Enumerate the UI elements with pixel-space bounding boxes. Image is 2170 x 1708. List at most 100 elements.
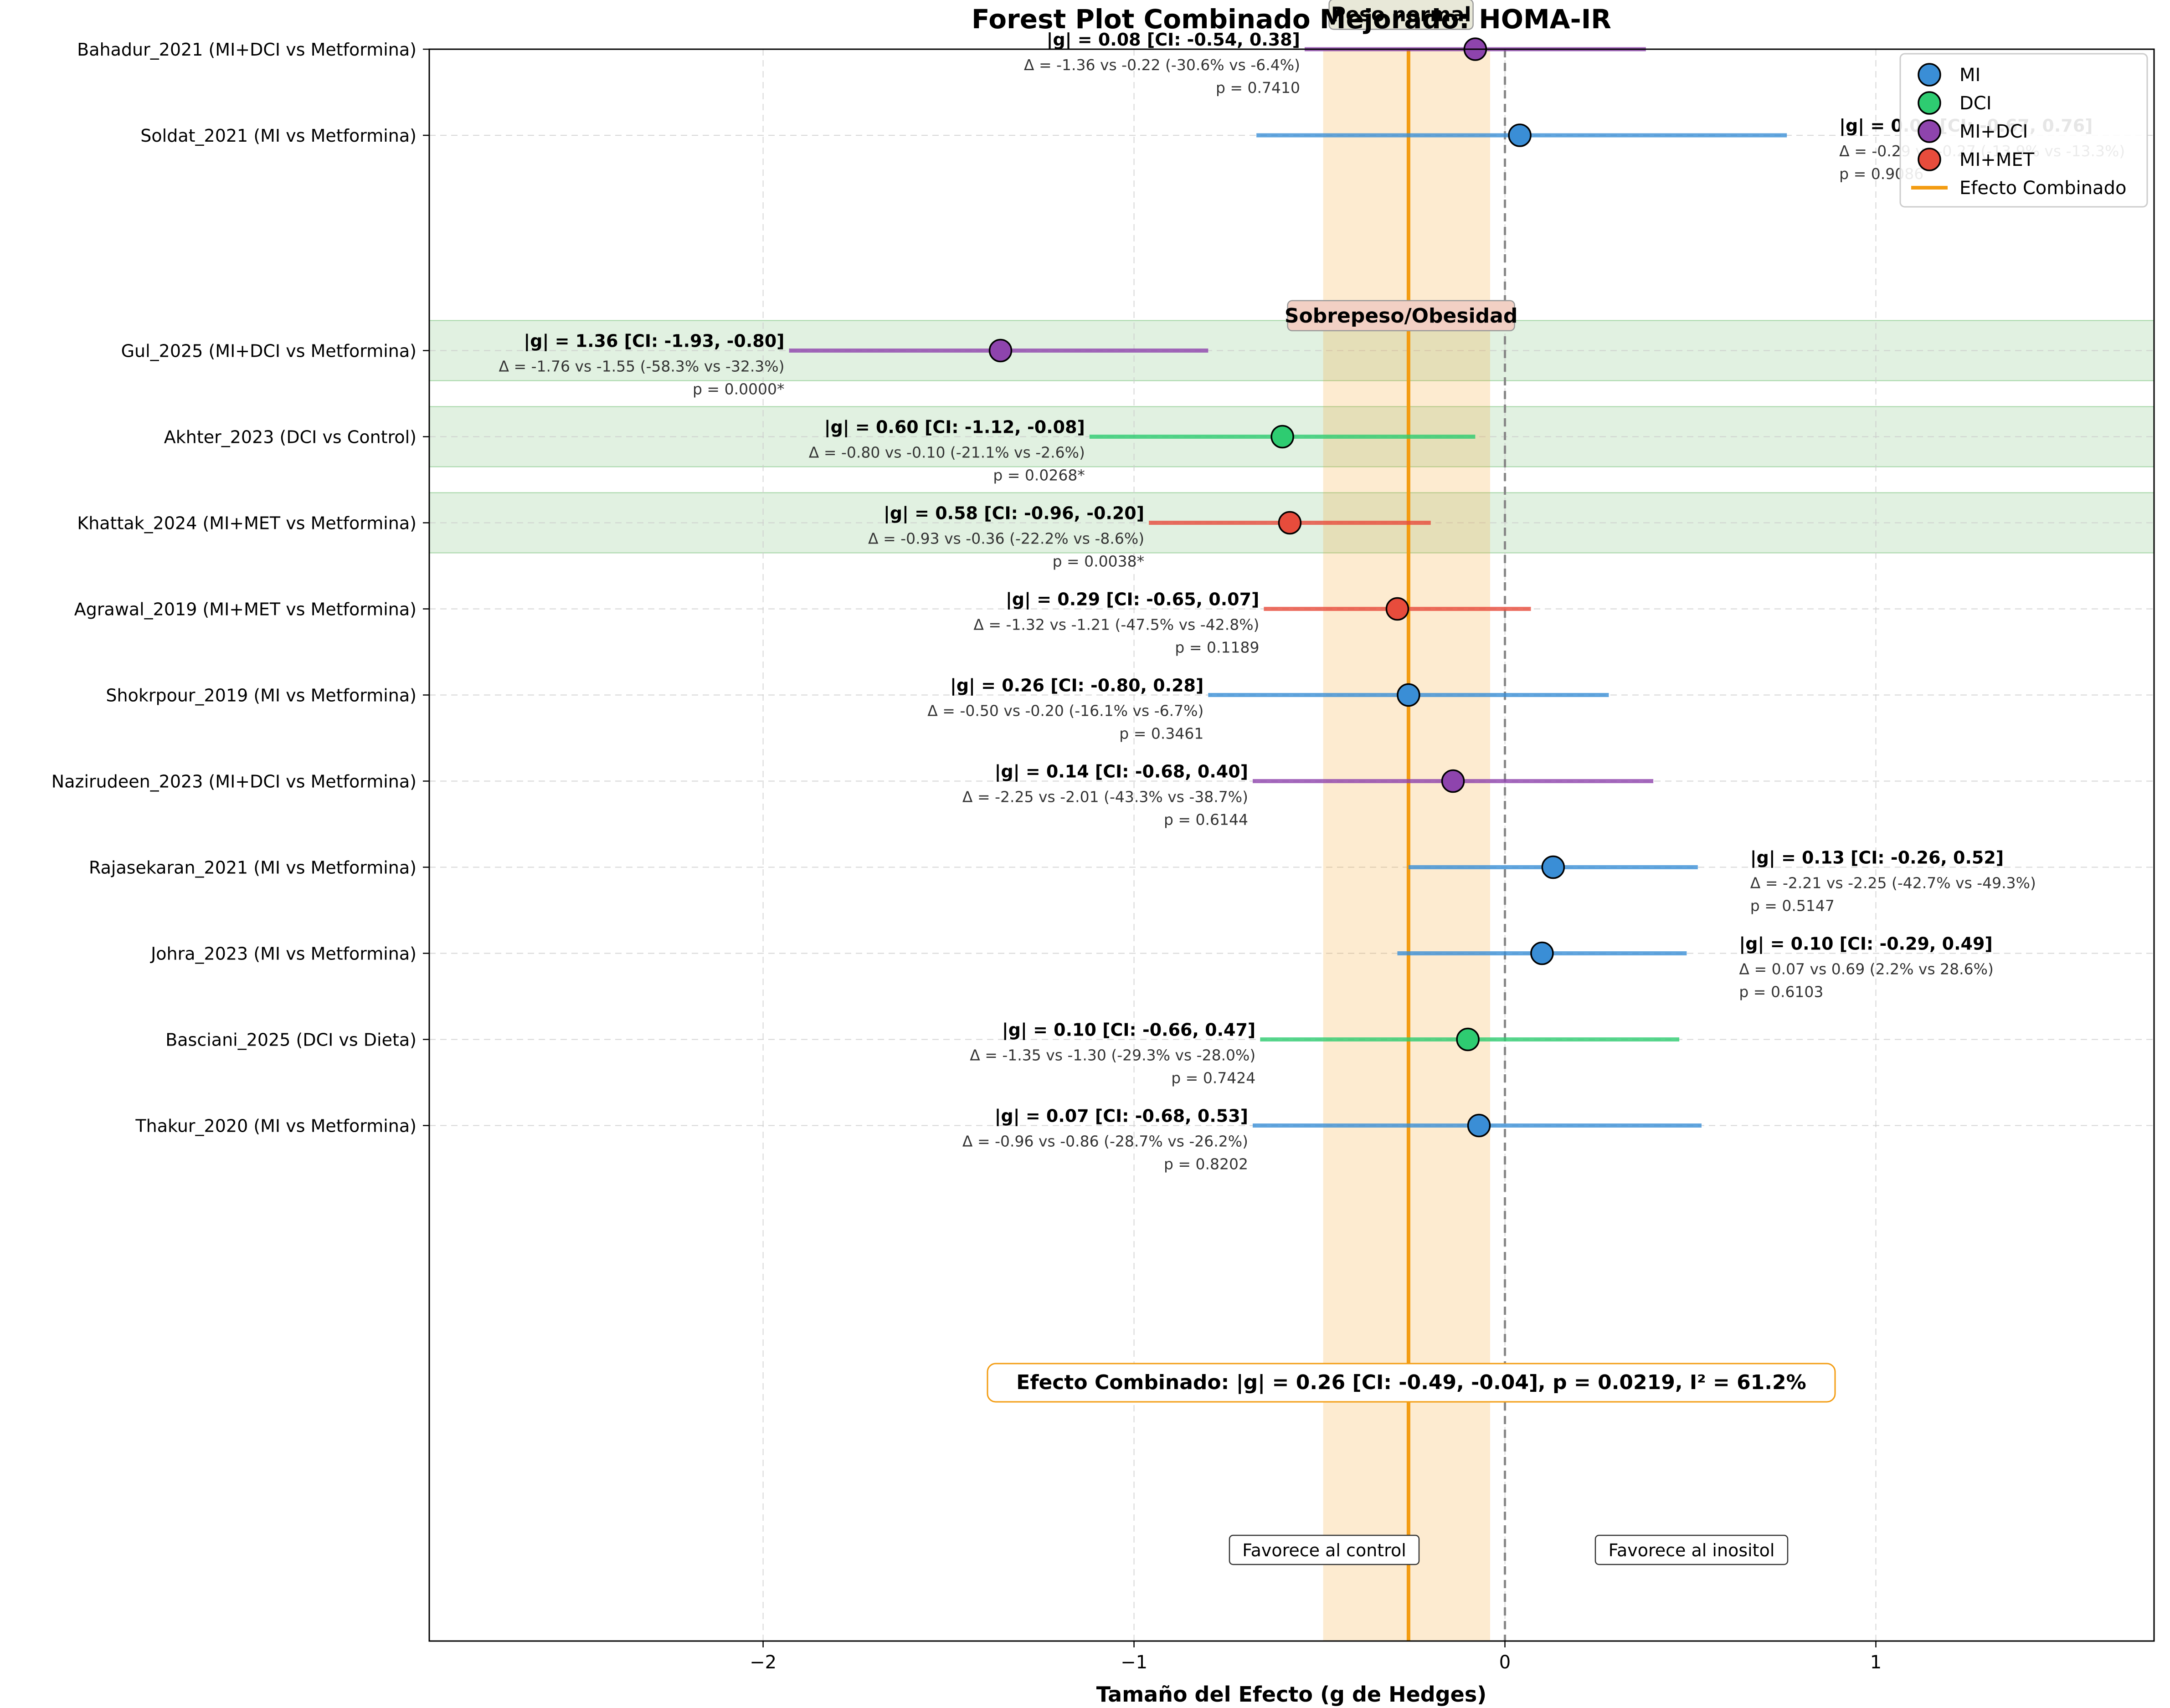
effect-label: |g| = 0.26 [CI: -0.80, 0.28] xyxy=(950,676,1203,696)
legend-label: Efecto Combinado xyxy=(1959,178,2126,199)
y-tick-label: Agrawal_2019 (MI+MET vs Metformina) xyxy=(74,600,417,620)
effect-label: |g| = 0.07 [CI: -0.68, 0.53] xyxy=(995,1106,1248,1127)
p-value-label: p = 0.7410 xyxy=(1216,79,1300,97)
study-row: Shokrpour_2019 (MI vs Metformina) |g| = 0… xyxy=(106,676,1609,743)
axes: −2 −1 0 1 xyxy=(428,48,2155,1673)
legend: MI DCI MI+DCI MI+MET Efecto Combinado xyxy=(1899,53,2148,208)
effect-point xyxy=(1508,123,1532,147)
p-value-label: p = 0.8202 xyxy=(1164,1155,1248,1173)
legend-label: MI+DCI xyxy=(1959,121,2028,142)
y-tick-label: Khattak_2024 (MI+MET vs Metformina) xyxy=(77,513,417,533)
legend-item: MI+MET xyxy=(1918,148,2035,171)
p-value-label: p = 0.1189 xyxy=(1175,639,1259,657)
combined-effect-label: Efecto Combinado: |g| = 0.26 [CI: -0.49,… xyxy=(1016,1371,1806,1394)
delta-label: Δ = 0.07 vs 0.69 (2.2% vs 28.6%) xyxy=(1739,960,1993,978)
legend-label: MI xyxy=(1959,65,1980,86)
p-value-label: p = 0.0268* xyxy=(993,467,1085,484)
study-row: Soldat_2021 (MI vs Metformina)|g| = 0.04… xyxy=(140,116,2125,183)
effect-label: |g| = 0.14 [CI: -0.68, 0.40] xyxy=(995,762,1248,782)
study-rows: Bahadur_2021 (MI+DCI vs Metformina) |g| =… xyxy=(51,30,2125,1173)
legend-marker xyxy=(1918,91,1941,115)
p-value-label: p = 0.6144 xyxy=(1164,811,1248,829)
effect-point xyxy=(1441,769,1465,793)
legend-item: Efecto Combinado xyxy=(1911,178,2126,199)
favors-inositol-box xyxy=(1594,1534,1789,1565)
study-row: Agrawal_2019 (MI+MET vs Metformina) |g| =… xyxy=(74,590,1531,657)
delta-label: Δ = -1.36 vs -0.22 (-30.6% vs -6.4%) xyxy=(1024,56,1300,74)
delta-label: Δ = -0.93 vs -0.36 (-22.2% vs -8.6%) xyxy=(868,530,1144,548)
y-tick-label: Thakur_2020 (MI vs Metformina) xyxy=(135,1116,417,1136)
legend-box xyxy=(1899,53,2148,208)
y-tick-label: Basciani_2025 (DCI vs Dieta) xyxy=(165,1030,417,1050)
legend-label: MI+MET xyxy=(1959,149,2035,170)
effect-label: |g| = 0.10 [CI: -0.66, 0.47] xyxy=(1002,1020,1255,1041)
effect-label: |g| = 0.60 [CI: -1.12, -0.08] xyxy=(824,417,1085,438)
favors-control-label: Favorece al control xyxy=(1242,1540,1406,1560)
y-tick-label: Soldat_2021 (MI vs Metformina) xyxy=(140,126,417,146)
p-value-label: p = 0.6103 xyxy=(1739,983,1823,1001)
effect-point xyxy=(1278,511,1302,535)
delta-label: Δ = -0.80 vs -0.10 (-21.1% vs -2.6%) xyxy=(809,444,1085,462)
effect-point xyxy=(1397,683,1420,707)
favors-inositol-label: Favorece al inositol xyxy=(1609,1540,1775,1560)
study-row: Nazirudeen_2023 (MI+DCI vs Metformina) |g… xyxy=(51,762,1654,829)
delta-label: Δ = -0.96 vs -0.86 (-28.7% vs -26.2%) xyxy=(962,1133,1248,1150)
study-row: Johra_2023 (MI vs Metformina) |g| = 0.10 … xyxy=(150,934,1994,1001)
effect-label: |g| = 0.13 [CI: -0.26, 0.52] xyxy=(1750,848,2004,868)
legend-item: DCI xyxy=(1918,91,1992,115)
p-value-label: p = 0.5147 xyxy=(1750,897,1835,915)
delta-label: Δ = -1.35 vs -1.30 (-29.3% vs -28.0%) xyxy=(970,1046,1255,1064)
legend-label: DCI xyxy=(1959,93,1992,114)
x-tick-label: −2 xyxy=(750,1652,776,1673)
delta-label: Δ = -2.25 vs -2.01 (-43.3% vs -38.7%) xyxy=(962,788,1248,806)
legend-marker xyxy=(1918,119,1941,143)
delta-label: Δ = -1.76 vs -1.55 (-58.3% vs -32.3%) xyxy=(499,358,784,375)
effect-label: |g| = 0.29 [CI: -0.65, 0.07] xyxy=(1006,590,1259,610)
group-header-box xyxy=(1328,0,1474,30)
study-row: Gul_2025 (MI+DCI vs Metformina) |g| = 1.3… xyxy=(121,331,1208,398)
effect-point xyxy=(988,339,1013,363)
annotations: Peso normal Sobrepeso/Obesidad Efecto Comb… xyxy=(987,0,1836,1565)
study-row: Thakur_2020 (MI vs Metformina) |g| = 0.07… xyxy=(135,1106,1702,1173)
effect-point xyxy=(1270,425,1294,449)
combined-effect-box xyxy=(987,1363,1836,1403)
legend-marker xyxy=(1918,63,1941,87)
y-tick-label: Bahadur_2021 (MI+DCI vs Metformina) xyxy=(77,40,417,60)
study-row: Akhter_2023 (DCI vs Control) |g| = 0.60 [… xyxy=(164,417,1476,484)
effect-label: |g| = 1.36 [CI: -1.93, -0.80] xyxy=(524,331,784,352)
effect-label: |g| = 0.08 [CI: -0.54, 0.38] xyxy=(1047,30,1300,50)
y-tick-label: Akhter_2023 (DCI vs Control) xyxy=(164,427,417,447)
x-tick-label: 1 xyxy=(1870,1652,1882,1673)
legend-item: MI+DCI xyxy=(1918,119,2028,143)
y-tick-label: Nazirudeen_2023 (MI+DCI vs Metformina) xyxy=(51,772,417,792)
legend-item: MI xyxy=(1918,63,1980,87)
chart-title: Forest Plot Combinado Mejorado: HOMA-IR xyxy=(972,4,1611,35)
x-tick-label: −1 xyxy=(1121,1652,1147,1673)
effect-point xyxy=(1530,941,1554,965)
study-row: Rajasekaran_2021 (MI vs Metformina) |g| =… xyxy=(89,848,2036,915)
y-tick-label: Johra_2023 (MI vs Metformina) xyxy=(150,944,417,964)
study-row: Khattak_2024 (MI+MET vs Metformina) |g| =… xyxy=(77,503,1431,570)
delta-label: Δ = -1.32 vs -1.21 (-47.5% vs -42.8%) xyxy=(973,616,1259,634)
p-value-label: p = 0.3461 xyxy=(1119,725,1203,743)
effect-label: |g| = 0.10 [CI: -0.29, 0.49] xyxy=(1739,934,1992,954)
x-axis-label: Tamaño del Efecto (g de Hedges) xyxy=(1096,1682,1487,1707)
effect-label: |g| = 0.58 [CI: -0.96, -0.20] xyxy=(884,503,1144,524)
x-tick-label: 0 xyxy=(1499,1652,1511,1673)
effect-point xyxy=(1456,1027,1480,1051)
effect-point xyxy=(1467,1113,1491,1138)
p-value-label: p = 0.0000* xyxy=(693,380,785,398)
group-header: Sobrepeso/Obesidad xyxy=(1285,304,1517,328)
delta-label: Δ = -0.50 vs -0.20 (-16.1% vs -6.7%) xyxy=(927,702,1203,720)
grid xyxy=(429,49,2154,1641)
p-value-label: p = 0.0038* xyxy=(1053,553,1145,570)
y-tick-label: Rajasekaran_2021 (MI vs Metformina) xyxy=(89,858,417,878)
plot-frame xyxy=(428,48,2155,1642)
group-header-box xyxy=(1287,300,1515,332)
y-tick-label: Shokrpour_2019 (MI vs Metformina) xyxy=(106,686,417,706)
p-value-label: p = 0.7424 xyxy=(1171,1069,1255,1087)
legend-marker xyxy=(1918,148,1941,171)
study-row: Basciani_2025 (DCI vs Dieta) |g| = 0.10 [… xyxy=(165,1020,1680,1087)
effect-point xyxy=(1385,597,1409,621)
